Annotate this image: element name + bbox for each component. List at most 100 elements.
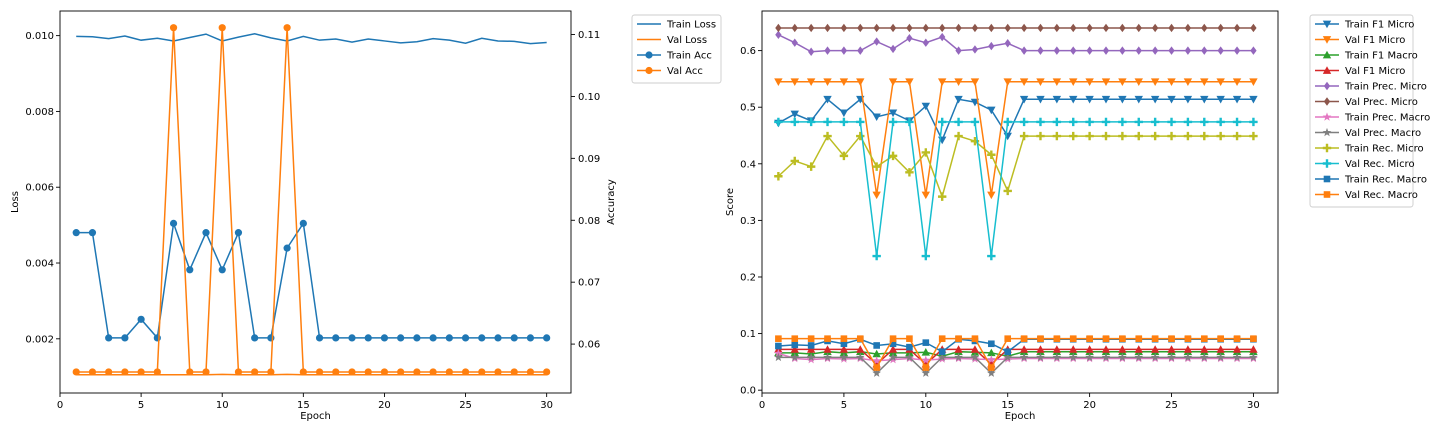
series-group — [773, 23, 1258, 377]
data-point — [1019, 78, 1029, 86]
data-point — [806, 117, 816, 127]
data-point — [839, 352, 849, 362]
data-point — [807, 23, 815, 33]
data-point — [954, 345, 963, 353]
data-point — [72, 229, 80, 237]
data-point — [987, 251, 996, 261]
x-tick-label: 15 — [1001, 400, 1014, 411]
legend-swatch-marker — [1322, 66, 1332, 74]
y2-tick-label: 0.07 — [578, 278, 600, 289]
data-point — [823, 131, 832, 141]
series-group — [72, 24, 551, 376]
data-point — [1217, 23, 1224, 33]
data-point — [937, 192, 947, 201]
data-point — [526, 334, 535, 342]
data-point — [873, 364, 880, 371]
data-point — [1102, 46, 1110, 55]
data-point — [1183, 117, 1193, 127]
legend-item: Train F1 Macro — [1315, 51, 1418, 62]
data-point — [364, 334, 372, 342]
data-point — [922, 38, 929, 47]
data-point — [774, 78, 783, 86]
data-point — [971, 335, 979, 342]
data-point — [88, 368, 97, 376]
data-point — [906, 335, 913, 342]
data-point — [988, 41, 995, 51]
data-point — [461, 334, 470, 342]
legend-label: Train Rec. Micro — [1344, 144, 1424, 155]
legend-swatch-marker — [645, 51, 653, 59]
data-point — [1150, 95, 1160, 104]
data-point — [823, 95, 832, 104]
data-point — [1150, 117, 1160, 127]
legend-label: Train Prec. Macro — [1344, 113, 1430, 124]
data-point — [1086, 335, 1093, 342]
data-point — [332, 368, 340, 376]
legend-label: Val Loss — [667, 35, 707, 46]
data-point — [971, 23, 979, 33]
y-tick-label: 0.004 — [25, 259, 54, 270]
data-point — [1134, 345, 1143, 353]
data-point — [1085, 345, 1094, 353]
data-point — [888, 109, 898, 118]
data-point — [823, 352, 832, 362]
data-point — [315, 334, 324, 342]
data-point — [775, 342, 782, 350]
data-point — [840, 340, 848, 348]
legend-item: Val Prec. Micro — [1315, 97, 1418, 108]
data-point — [121, 368, 129, 376]
legend-box — [1309, 14, 1414, 208]
data-point — [790, 156, 799, 166]
data-point — [1216, 95, 1225, 104]
data-point — [939, 32, 946, 42]
data-point — [988, 340, 995, 348]
data-point — [267, 334, 275, 342]
data-point — [1168, 46, 1175, 55]
data-point — [397, 368, 405, 376]
data-point — [806, 162, 816, 171]
data-point — [806, 352, 816, 362]
data-point — [1232, 117, 1242, 127]
data-point — [1167, 345, 1176, 353]
legend-label: Val F1 Micro — [1345, 35, 1405, 46]
data-point — [1134, 117, 1143, 127]
data-point — [1216, 345, 1225, 353]
data-point — [905, 168, 914, 177]
data-point — [137, 315, 145, 323]
data-point — [88, 229, 97, 237]
data-point — [1118, 95, 1127, 104]
data-point — [153, 334, 161, 342]
series-line — [778, 98, 1254, 142]
data-point — [526, 368, 535, 376]
data-point — [921, 191, 931, 200]
data-point — [1217, 335, 1224, 342]
data-point — [1069, 95, 1078, 104]
x-tick-label: 0 — [57, 400, 63, 411]
data-point — [856, 335, 864, 342]
legend-item: Train Prec. Micro — [1315, 82, 1427, 93]
data-point — [922, 364, 930, 371]
legend-swatch-marker — [1322, 143, 1332, 153]
data-point — [1249, 78, 1258, 86]
data-point — [1233, 23, 1241, 33]
data-point — [790, 345, 799, 353]
data-point — [1200, 95, 1209, 104]
data-point — [1085, 95, 1094, 104]
data-point — [873, 23, 880, 33]
data-point — [1101, 352, 1111, 362]
data-point — [839, 151, 849, 161]
data-point — [1232, 95, 1242, 104]
data-point — [1151, 23, 1159, 33]
data-point — [938, 335, 946, 342]
data-point — [937, 117, 947, 127]
legend-item: Val Prec. Macro — [1315, 127, 1421, 139]
data-point — [1250, 46, 1257, 55]
y-tick-label: 0.010 — [25, 31, 54, 42]
data-point — [1250, 23, 1257, 33]
data-point — [543, 334, 551, 342]
data-point — [1004, 23, 1011, 33]
data-point — [1036, 95, 1045, 104]
x-tick-label: 5 — [841, 400, 847, 411]
data-point — [986, 368, 996, 377]
data-point — [921, 348, 931, 356]
